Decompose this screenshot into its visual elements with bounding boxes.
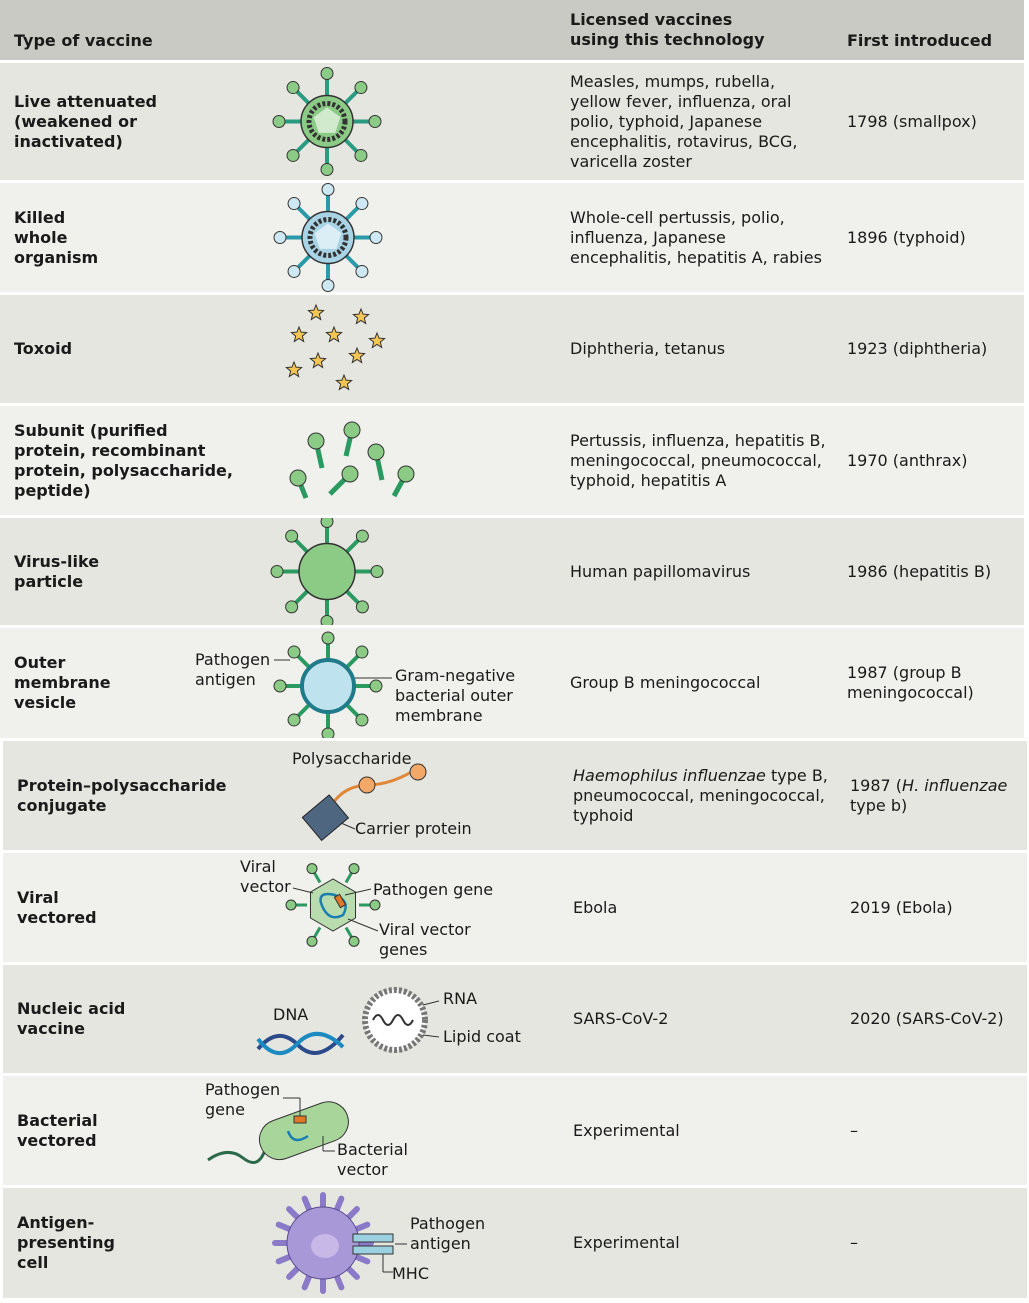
first-text: 1896 (typhoid): [847, 227, 966, 247]
label-antigen: Pathogen antigen: [410, 1214, 486, 1253]
licensed-vaccines: Ebola: [573, 898, 833, 918]
header-first: First introduced: [847, 31, 993, 50]
first-introduced: 1896 (typhoid): [847, 228, 1022, 248]
licensed-vaccines: Whole-cell pertussis, polio, influenza, …: [570, 208, 830, 268]
licensed-text: type B, pneumococcal, meningococcal, typ…: [573, 765, 828, 825]
licensed-vaccines: SARS-CoV-2: [573, 1009, 833, 1029]
licensed-text: Human papillomavirus: [570, 561, 751, 581]
table-row: Pathogen antigen MHC Antigen-presenting ce…: [3, 1188, 1027, 1298]
first-italic: H. influenzae: [902, 775, 1008, 795]
licensed-text: Whole-cell pertussis, polio, influenza, …: [570, 207, 822, 267]
first-pre: 1987 (: [850, 775, 903, 795]
table-row: Viral vector Pathogen gene Viral vector ge…: [3, 853, 1027, 962]
table-row: Polysaccharide Carrier protein Protein–pol…: [3, 741, 1027, 850]
licensed-vaccines: Haemophilus influenzae type B, pneumococ…: [573, 766, 833, 826]
vaccine-type: Protein–polysaccharide conjugate: [17, 775, 227, 815]
first-text: 1798 (smallpox): [847, 111, 977, 131]
vaccine-type: Nucleic acid vaccine: [17, 999, 126, 1038]
first-text: 1986 (hepatitis B): [847, 561, 992, 581]
table-row: Pathogen gene Bacterial vector Bacterial v…: [3, 1076, 1027, 1185]
vaccine-type: Bacterial vectored: [17, 1110, 98, 1150]
vaccine-type: Antigen-presenting cell: [17, 1213, 115, 1272]
licensed-vaccines: Experimental: [573, 1233, 833, 1253]
label-membrane: Gram-negative bacterial outer membrane: [395, 666, 516, 725]
licensed-vaccines: Human papillomavirus: [570, 562, 830, 582]
header-licensed: Licensed vaccines using this technology: [570, 10, 765, 49]
vaccine-type: Killed whole organism: [14, 207, 99, 267]
first-introduced: 1986 (hepatitis B): [847, 562, 1022, 582]
first-introduced: 2019 (Ebola): [850, 898, 1025, 918]
table-row: Live attenuated (weakened or inactivated…: [0, 63, 1024, 180]
first-text: –: [850, 1120, 858, 1140]
licensed-vaccines: Experimental: [573, 1121, 833, 1141]
label-mhc: MHC: [392, 1264, 430, 1283]
table-header: Type of vaccine Licensed vaccines using …: [0, 0, 1024, 60]
first-introduced: 1970 (anthrax): [847, 451, 1022, 471]
label-vector: Bacterial vector: [337, 1140, 408, 1179]
header-type: Type of vaccine: [14, 31, 153, 50]
vaccine-type: Outer membrane vesicle: [14, 653, 111, 712]
label-dna: DNA: [273, 1005, 309, 1024]
table-row: Virus-like particle Human papillomavirus 1…: [0, 518, 1024, 625]
label-lipid: Lipid coat: [443, 1027, 521, 1046]
table-row: Pathogen antigen Gram-negative bacterial …: [0, 628, 1024, 738]
licensed-text: Experimental: [573, 1120, 680, 1140]
table-row: Subunit (purified protein, recombinant p…: [0, 406, 1024, 515]
label-gene: Pathogen gene: [373, 880, 494, 899]
first-text: type b): [850, 795, 908, 815]
table-row: Toxoid Diphtheria, tetanus 1923 (diphtheri…: [0, 295, 1024, 403]
licensed-text: Group B meningococcal: [570, 673, 761, 692]
vaccine-type: Subunit (purified protein, recombinant p…: [14, 420, 233, 500]
first-introduced: –: [850, 1233, 1025, 1253]
label-carrier: Carrier protein: [355, 819, 472, 838]
licensed-text: Diphtheria, tetanus: [570, 339, 726, 358]
first-text: 2020 (SARS-CoV-2): [850, 1009, 1004, 1028]
label-vgenes: Viral vector genes: [379, 920, 471, 959]
licensed-text: Ebola: [573, 897, 618, 917]
first-introduced: 2020 (SARS-CoV-2): [850, 1009, 1025, 1029]
first-introduced: 1987 (H. influenzae type b): [850, 776, 1025, 816]
licensed-italic: Haemophilus influenzae: [573, 765, 766, 785]
licensed-text: Experimental: [573, 1233, 680, 1252]
licensed-vaccines: Measles, mumps, rubella, yellow fever, i…: [570, 72, 830, 172]
first-introduced: –: [850, 1121, 1025, 1141]
licensed-vaccines: Group B meningococcal: [570, 673, 830, 693]
table-row: Killed whole organism Whole-cell pertussi…: [0, 183, 1024, 292]
first-text: 2019 (Ebola): [850, 897, 953, 917]
vaccine-type: Virus-like particle: [14, 551, 100, 591]
first-text: 1987 (group B meningococcal): [847, 663, 974, 702]
vaccine-type: Live attenuated (weakened or inactivated…: [14, 91, 158, 151]
table-row: DNA RNA Lipid coat Nucleic acid vaccine SARS…: [3, 965, 1027, 1073]
first-text: 1970 (anthrax): [847, 450, 968, 470]
vaccine-type: Viral vectored: [17, 887, 97, 927]
first-text: –: [850, 1233, 858, 1252]
licensed-vaccines: Diphtheria, tetanus: [570, 339, 830, 359]
first-introduced: 1987 (group B meningococcal): [847, 663, 1022, 703]
licensed-text: Measles, mumps, rubella, yellow fever, i…: [570, 71, 798, 171]
label-vector: Viral vector: [240, 857, 291, 896]
label-rna: RNA: [443, 989, 478, 1008]
label-poly: Polysaccharide: [292, 749, 412, 768]
first-introduced: 1798 (smallpox): [847, 112, 1022, 132]
licensed-text: Pertussis, influenza, hepatitis B, menin…: [570, 430, 826, 490]
licensed-text: SARS-CoV-2: [573, 1009, 669, 1028]
first-text: 1923 (diphtheria): [847, 339, 988, 358]
label-gene: Pathogen gene: [205, 1080, 281, 1119]
first-introduced: 1923 (diphtheria): [847, 339, 1022, 359]
vaccine-type: Toxoid: [14, 339, 73, 358]
licensed-vaccines: Pertussis, influenza, hepatitis B, menin…: [570, 431, 830, 491]
label-antigen: Pathogen antigen: [195, 650, 271, 689]
